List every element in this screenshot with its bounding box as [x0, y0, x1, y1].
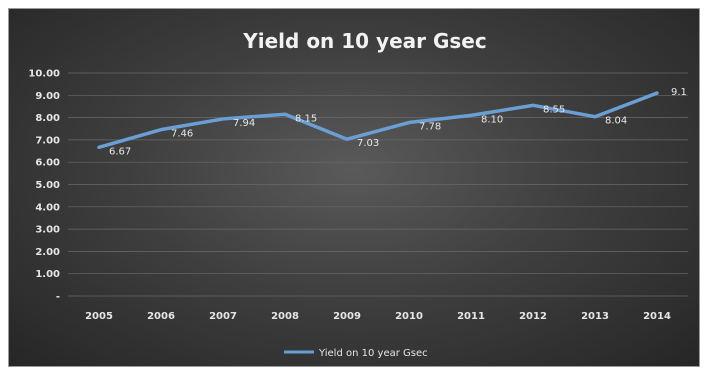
- data-point: [283, 112, 287, 116]
- y-tick-label: 3.00: [35, 225, 60, 236]
- data-label: 7.46: [171, 129, 193, 140]
- line-chart: Yield on 10 year Gsec - 1.00 2.00 3.00 4.00 5…: [28, 29, 688, 359]
- data-label: 8.55: [543, 104, 565, 115]
- data-label: 8.04: [605, 116, 627, 127]
- x-tick-label: 2006: [147, 311, 175, 322]
- data-point: [593, 115, 597, 119]
- x-tick-label: 2007: [209, 311, 237, 322]
- x-tick-label: 2005: [85, 311, 113, 322]
- data-point: [407, 121, 411, 125]
- y-tick-label: 2.00: [35, 247, 60, 258]
- data-label: 7.94: [233, 118, 255, 129]
- x-tick-label: 2009: [333, 311, 361, 322]
- x-tick-label: 2013: [581, 311, 609, 322]
- y-tick-label: 5.00: [35, 180, 60, 191]
- data-point: [469, 113, 473, 117]
- legend-label: Yield on 10 year Gsec: [318, 348, 428, 359]
- y-tick-label: 6.00: [35, 158, 60, 169]
- y-tick-label: 1.00: [35, 269, 60, 280]
- x-tick-label: 2012: [519, 311, 547, 322]
- data-label: 7.78: [419, 122, 441, 133]
- y-tick-label: 4.00: [35, 202, 60, 213]
- x-tick-label: 2010: [395, 311, 423, 322]
- data-point: [97, 145, 101, 149]
- y-tick-label: -: [56, 292, 60, 303]
- data-point: [531, 103, 535, 107]
- y-tick-label: 9.00: [35, 91, 60, 102]
- data-label: 8.10: [481, 114, 503, 125]
- y-tick-label: 7.00: [35, 135, 60, 146]
- data-label: 7.03: [357, 138, 379, 149]
- data-labels: 6.67 7.46 7.94 8.15 7.03 7.78 8.10 8.55 8.04 9.1: [109, 87, 687, 157]
- x-tick-label: 2014: [643, 311, 671, 322]
- gridlines: [68, 72, 688, 297]
- data-point: [221, 117, 225, 121]
- x-tick-label: 2011: [457, 311, 485, 322]
- series-line: [97, 91, 659, 150]
- y-tick-label: 10.00: [28, 69, 60, 80]
- data-point: [159, 128, 163, 132]
- legend: Yield on 10 year Gsec: [284, 348, 428, 359]
- y-axis-ticks: - 1.00 2.00 3.00 4.00 5.00 6.00 7.00 8.00 9.00 10.…: [28, 69, 60, 303]
- x-tick-label: 2008: [271, 311, 299, 322]
- data-point: [345, 137, 349, 141]
- data-label: 6.67: [109, 146, 131, 157]
- x-axis-ticks: 2005 2006 2007 2008 2009 2010 2011 2012 2013 2014: [85, 311, 671, 322]
- data-point: [655, 91, 659, 95]
- series-line-group: [97, 91, 659, 150]
- chart-frame: [8, 8, 700, 367]
- chart-title: Yield on 10 year Gsec: [242, 29, 486, 53]
- data-label: 8.15: [295, 113, 317, 124]
- data-label: 9.1: [671, 87, 687, 98]
- y-tick-label: 8.00: [35, 113, 60, 124]
